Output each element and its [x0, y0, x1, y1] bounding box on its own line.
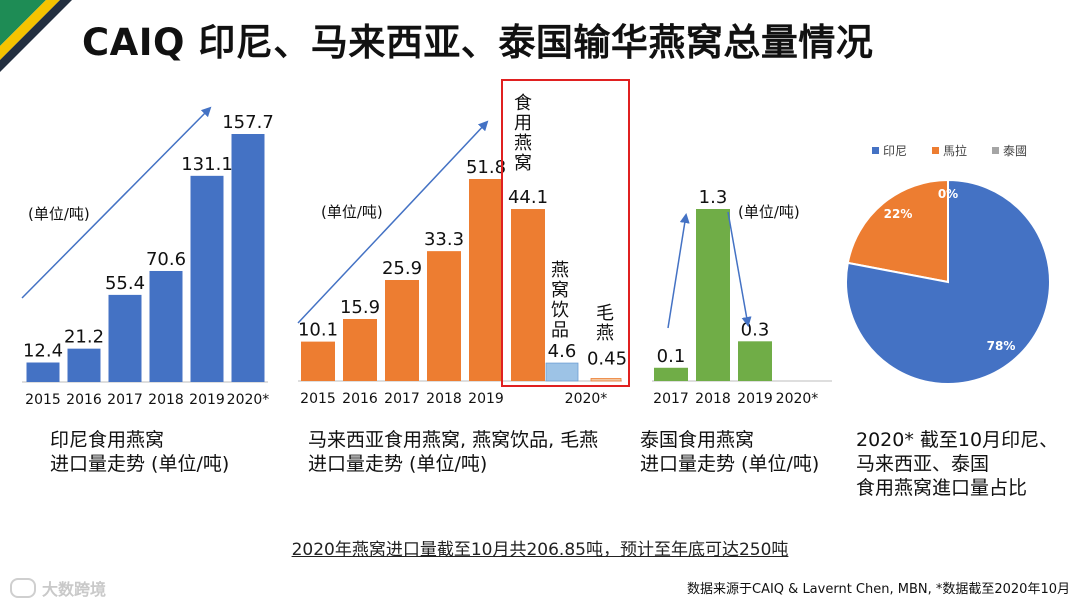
thailand-tick-0: 2017: [653, 391, 689, 407]
indonesia-bar-2: [108, 294, 142, 382]
indonesia-tick-4: 2019: [189, 392, 225, 408]
thailand-bar-chart: 2017 0.1 2018 1.3 2019 0.3 2020* (单位/吨): [652, 187, 832, 407]
malaysia-raw-series-name: 毛燕: [596, 303, 614, 344]
indonesia-tick-0: 2015: [25, 392, 61, 408]
pie-legend-swatch-0: [872, 147, 879, 154]
indonesia-label-4: 131.1: [181, 154, 233, 175]
watermark: 大数跨境: [10, 576, 106, 600]
thailand-caption: 泰国食用燕窝 进口量走势 (单位/吨): [640, 429, 820, 475]
pie-legend-label-2: 泰國: [1003, 144, 1027, 158]
indonesia-label-5: 157.7: [222, 112, 274, 133]
watermark-text: 大数跨境: [42, 580, 107, 599]
indonesia-tick-1: 2016: [66, 392, 102, 408]
malaysia-food-label-3: 33.3: [424, 229, 464, 250]
malaysia-tick-3: 2018: [426, 391, 462, 407]
malaysia-food-label-0: 10.1: [298, 320, 338, 341]
malaysia-drink-label: 4.6: [548, 341, 577, 362]
thailand-tick-3: 2020*: [776, 391, 819, 407]
indonesia-caption: 印尼食用燕窝 进口量走势 (单位/吨): [50, 429, 230, 475]
pie-value-label-0: 78%: [987, 339, 1016, 353]
pie-legend-label-1: 馬拉: [943, 143, 967, 158]
indonesia-bar-1: [67, 348, 101, 382]
thailand-up-arrow: [667, 213, 690, 329]
malaysia-food-bar-1: [343, 318, 377, 381]
source-note: 数据来源于CAIQ & Lavernt Chen, MBN, *数据截至2020…: [687, 582, 1070, 597]
indonesia-label-1: 21.2: [64, 327, 104, 348]
malaysia-drink-series-name: 燕窝饮品: [551, 260, 569, 341]
pie-legend-swatch-2: [992, 147, 999, 154]
pie-legend-label-0: 印尼: [883, 144, 907, 158]
pie-value-label-1: 22%: [884, 207, 913, 221]
indonesia-bar-5: [231, 134, 265, 382]
malaysia-food-bar-4: [469, 179, 503, 381]
malaysia-food-bar-3: [427, 251, 461, 381]
summary-text: 2020年燕窝进口量截至10月共206.85吨，预计至年底可达250吨: [291, 540, 789, 560]
corner-dark-stripe: [0, 0, 72, 72]
malaysia-trend-arrow: [297, 120, 489, 324]
indonesia-label-3: 70.6: [146, 249, 186, 270]
malaysia-tick-5: 2020*: [565, 391, 608, 407]
thailand-tick-1: 2018: [695, 391, 731, 407]
malaysia-tick-2: 2017: [384, 391, 420, 407]
thailand-label-0: 0.1: [657, 346, 686, 367]
thailand-bar-1: [696, 209, 730, 381]
thailand-bar-2: [738, 341, 772, 381]
malaysia-caption: 马来西亚食用燕窝, 燕窝饮品, 毛燕 进口量走势 (单位/吨): [308, 429, 599, 475]
thailand-label-2: 0.3: [741, 319, 770, 340]
watermark-logo-icon: [10, 578, 36, 598]
share-pie-chart: 印尼 馬拉 泰國 22% 0% 78%: [845, 143, 1051, 385]
indonesia-unit-label: (单位/吨): [28, 205, 90, 223]
malaysia-tick-4: 2019: [468, 391, 504, 407]
indonesia-label-2: 55.4: [105, 273, 145, 294]
thailand-tick-2: 2019: [737, 391, 773, 407]
malaysia-drink-bar: [545, 362, 579, 382]
malaysia-raw-label: 0.45: [587, 349, 627, 370]
indonesia-bar-chart: 2015 12.4 2016 21.2 2017 55.4 2018 70.6 2019 131.…: [21, 106, 274, 408]
malaysia-bar-chart: 2015 10.1 2016 15.9 2017 25.9 2018 33.3 2019 51.8…: [297, 79, 630, 407]
page-title: CAIQ 印尼、马来西亚、泰国输华燕窝总量情况: [82, 21, 874, 64]
indonesia-bar-4: [190, 175, 224, 382]
malaysia-raw-bar: [590, 378, 622, 382]
indonesia-trend-arrow: [21, 106, 212, 299]
malaysia-food-bar-5: [511, 209, 545, 381]
indonesia-bar-3: [149, 270, 183, 382]
pie-caption: 2020* 截至10月印尼、 马来西亚、泰国 食用燕窝進口量占比: [856, 429, 1059, 499]
malaysia-food-label-4: 51.8: [466, 157, 506, 178]
indonesia-bar-0: [26, 362, 60, 382]
malaysia-food-series-name: 食用燕窝: [514, 93, 532, 174]
malaysia-unit-label: (单位/吨): [321, 203, 383, 221]
malaysia-2020-highlight-box: [501, 79, 630, 387]
thailand-bar-0: [654, 367, 688, 381]
malaysia-food-label-5: 44.1: [508, 187, 548, 208]
pie-slice-0: [845, 178, 1051, 385]
thailand-label-1: 1.3: [699, 187, 728, 208]
malaysia-food-bar-2: [385, 280, 419, 381]
malaysia-food-bar-0: [301, 341, 335, 381]
malaysia-tick-0: 2015: [300, 391, 336, 407]
indonesia-tick-5: 2020*: [227, 392, 270, 408]
pie-slice-1: [846, 178, 949, 284]
pie-value-label-2: 0%: [938, 187, 958, 201]
corner-decoration: [0, 0, 72, 72]
thailand-down-arrow: [727, 211, 752, 327]
thailand-unit-label: (单位/吨): [738, 203, 800, 221]
malaysia-food-label-2: 25.9: [382, 258, 422, 279]
pie-legend-swatch-1: [932, 147, 939, 154]
malaysia-tick-1: 2016: [342, 391, 378, 407]
malaysia-food-label-1: 15.9: [340, 297, 380, 318]
summary-note: 2020年燕窝进口量截至10月共206.85吨，预计至年底可达250吨: [0, 535, 1080, 560]
indonesia-tick-2: 2017: [107, 392, 143, 408]
indonesia-tick-3: 2018: [148, 392, 184, 408]
indonesia-label-0: 12.4: [23, 340, 63, 361]
